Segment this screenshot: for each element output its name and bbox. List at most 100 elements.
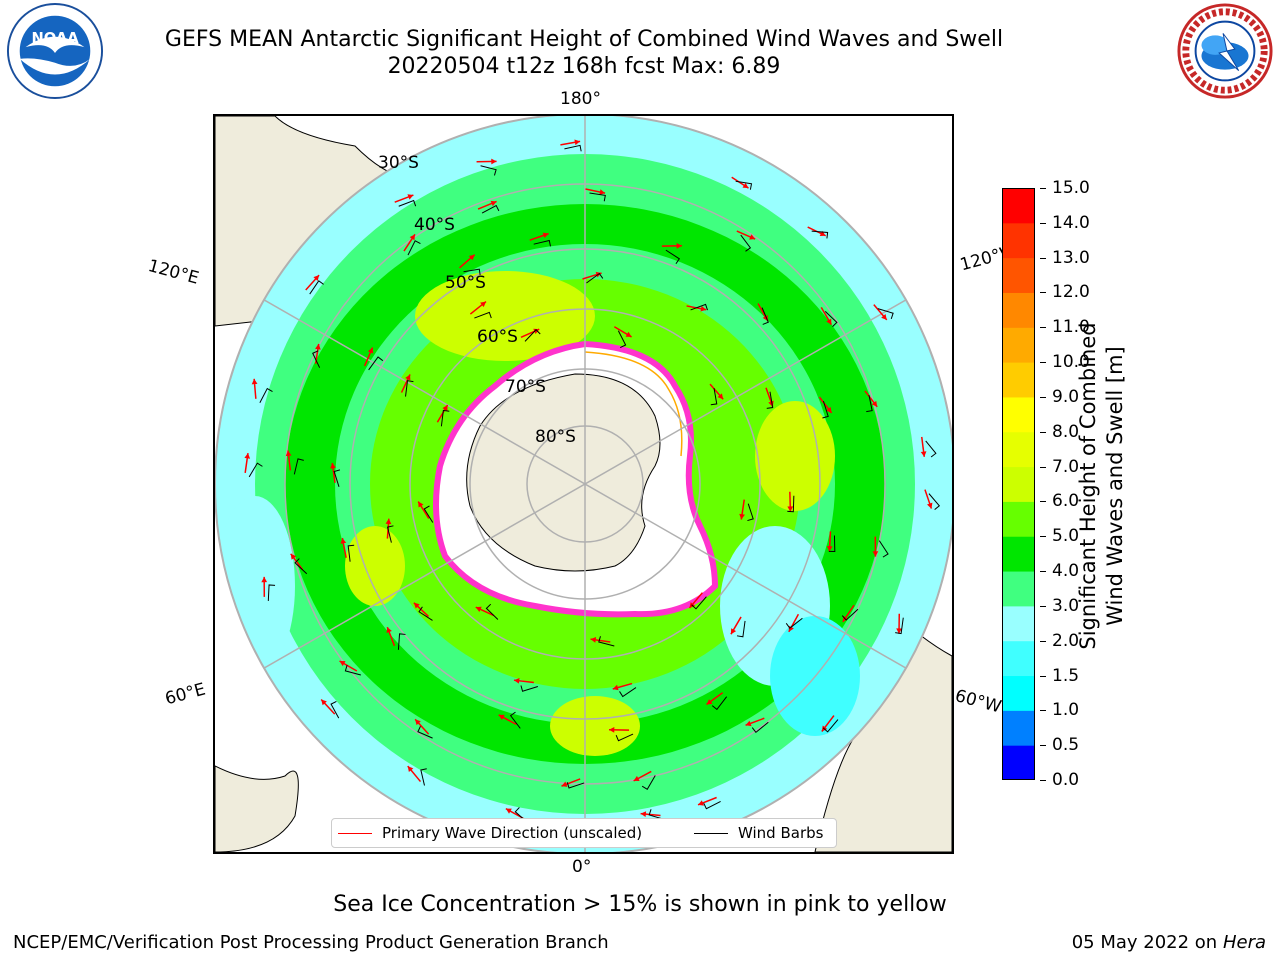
- wind-barb: [787, 495, 795, 513]
- wave-arrow-head: [745, 720, 752, 727]
- colorbar-band: [1002, 257, 1035, 293]
- wave-arrow-head: [491, 158, 497, 165]
- colorbar-band: [1002, 710, 1035, 746]
- colorbar-tick-label: 0.5: [1052, 735, 1080, 756]
- wind-barb: [811, 230, 829, 239]
- wave-direction-arrows: [244, 139, 941, 823]
- wave-arrow-head: [698, 800, 704, 806]
- wind-barb: [368, 356, 384, 371]
- wave-arrow-head: [261, 576, 268, 583]
- wave-arrow-head: [706, 699, 713, 705]
- colorbar-tick-label: 12.0: [1052, 282, 1090, 303]
- wave-arrow-head: [251, 378, 258, 385]
- wind-barb: [877, 308, 894, 320]
- wind-barb: [485, 603, 499, 620]
- wind-barb: [480, 165, 497, 176]
- colorbar-tick-label: 6.0: [1052, 491, 1080, 512]
- colorbar-tick-label: 10.0: [1052, 352, 1090, 373]
- colorbar-tick-mark: [1040, 745, 1046, 747]
- wave-arrow-head: [599, 189, 606, 195]
- colorbar-band: [1002, 222, 1035, 259]
- sea-ice-caption: Sea Ice Concentration > 15% is shown in …: [333, 892, 947, 917]
- wave-arrow-head: [826, 318, 832, 325]
- wave-arrow-head: [480, 301, 487, 308]
- lat-label-60s: 60°S: [477, 327, 518, 347]
- legend: Primary Wave Direction (unscaled) Wind B…: [331, 818, 837, 848]
- wind-barb: [398, 199, 417, 207]
- wind-barb: [589, 192, 606, 202]
- wave-arrow-head: [490, 200, 497, 207]
- colorbar-tick-mark: [1040, 362, 1046, 364]
- wave-arrow-head: [386, 627, 392, 634]
- wind-barb: [407, 240, 421, 256]
- colorbar-band: [1002, 292, 1035, 328]
- colorbar-ticks: 0.0 0.5 1.0 1.5 2.0 3.0 4.0 5.0 6.0 7.0 8.0 9.0 10.0…: [1040, 178, 1110, 790]
- wave-arrow-head: [826, 407, 832, 413]
- legend-item-wave-direction: Primary Wave Direction (unscaled): [338, 824, 642, 842]
- colorbar-tick-mark: [1040, 571, 1046, 573]
- wave-arrow-head: [749, 234, 756, 240]
- legend-swatch-black: [694, 832, 728, 834]
- colorbar-label: Significant Height of Combined Wind Wave…: [1075, 226, 1135, 746]
- wind-barb: [751, 721, 769, 734]
- wind-barb: [710, 388, 718, 406]
- colorbar-tick-label: 1.5: [1052, 665, 1080, 686]
- colorbar-band: [1002, 327, 1035, 363]
- wind-barb: [766, 391, 774, 409]
- wind-barb: [822, 719, 839, 733]
- colorbar-tick-label: 13.0: [1052, 247, 1090, 268]
- colorbar-band: [1002, 571, 1035, 607]
- wave-arrow-head: [468, 254, 475, 261]
- wave-arrow-head: [819, 230, 826, 237]
- wind-barb: [747, 503, 754, 522]
- wind-barb: [333, 469, 341, 487]
- colorbar-band: [1002, 188, 1035, 224]
- colorbar-band: [1002, 466, 1035, 502]
- wind-barb: [925, 440, 937, 458]
- colorbar-tick-label: 4.0: [1052, 561, 1080, 582]
- lon-label-120e: 120°E: [145, 256, 201, 289]
- colorbar-tick-label: 9.0: [1052, 386, 1080, 407]
- colorbar-tick-mark: [1040, 327, 1046, 329]
- lat-label-70s: 70°S: [505, 377, 546, 397]
- colorbar-band: [1002, 745, 1035, 780]
- colorbar-tick-mark: [1040, 257, 1046, 259]
- wave-arrow-head: [413, 602, 420, 609]
- wind-barb: [895, 617, 904, 635]
- wind-barb: [564, 144, 582, 152]
- wind-barb: [309, 280, 324, 295]
- wind-barb: [828, 535, 836, 552]
- wind-barb: [878, 540, 889, 558]
- wind-barb: [824, 310, 838, 327]
- nws-logo: [1177, 3, 1273, 99]
- wind-barb: [294, 558, 308, 575]
- wave-arrow-head: [676, 243, 682, 249]
- wave-arrow-head: [590, 637, 597, 643]
- wind-barb: [619, 687, 637, 698]
- colorbar-band: [1002, 501, 1035, 537]
- colorbar-band: [1002, 675, 1035, 711]
- wave-arrow-head: [742, 182, 749, 189]
- wind-barb: [822, 400, 829, 419]
- colorbar-tick-label: 8.0: [1052, 421, 1080, 442]
- colorbar-tick-mark: [1040, 780, 1046, 781]
- colorbar-tick-mark: [1040, 188, 1046, 189]
- wave-arrow-head: [926, 502, 933, 509]
- lon-label-180: 180°: [560, 89, 601, 109]
- colorbar-tick-label: 0.0: [1052, 770, 1080, 790]
- lat-label-40s: 40°S: [414, 215, 455, 235]
- wave-arrow-head: [762, 315, 768, 322]
- wind-barb: [598, 636, 615, 647]
- wave-arrow-head: [739, 513, 745, 520]
- colorbar-frame: [1002, 188, 1035, 780]
- wind-barb: [463, 268, 481, 276]
- colorbar-tick-label: 7.0: [1052, 456, 1080, 477]
- wind-barb: [841, 608, 859, 621]
- colorbar-band: [1002, 640, 1035, 677]
- wave-arrow-head: [315, 343, 321, 350]
- wind-barb: [423, 505, 434, 523]
- colorbar-tick-mark: [1040, 396, 1046, 398]
- footer-date: 05 May 2022 on Hera: [1072, 932, 1266, 953]
- lat-label-50s: 50°S: [445, 273, 486, 293]
- antarctica: [466, 373, 661, 572]
